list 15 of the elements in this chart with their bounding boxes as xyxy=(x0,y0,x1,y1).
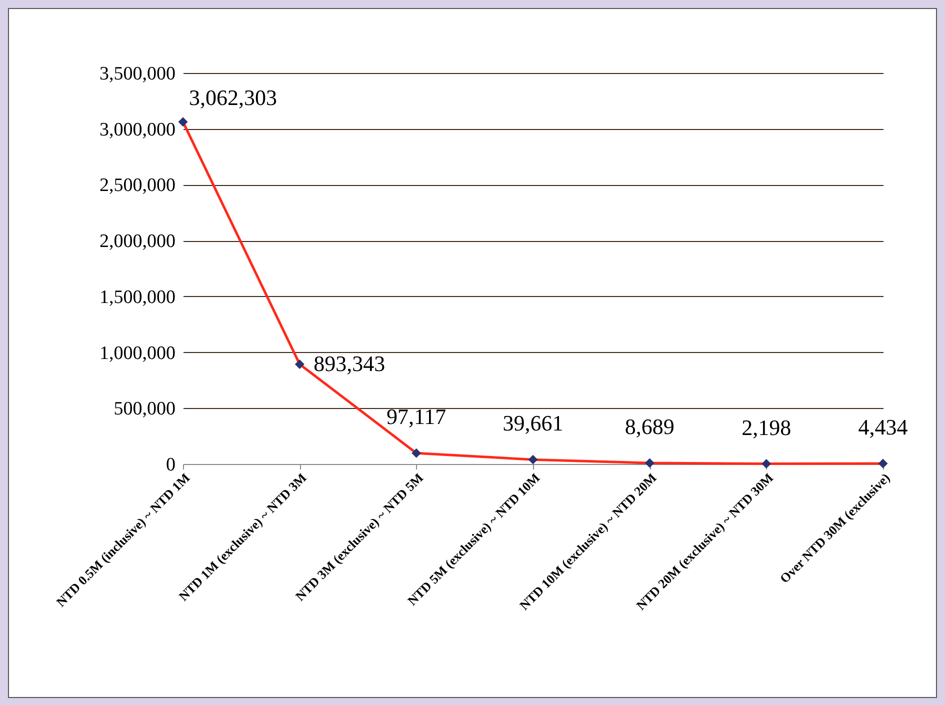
data-label: 97,117 xyxy=(386,404,446,430)
data-label: 2,198 xyxy=(742,414,792,440)
y-tick-label: 3,000,000 xyxy=(100,119,176,140)
data-label: 39,661 xyxy=(502,410,564,436)
y-tick-label: 3,500,000 xyxy=(100,64,176,84)
y-tick-label: 1,000,000 xyxy=(100,342,176,364)
data-label: 8,689 xyxy=(624,414,674,440)
y-tick-label: 500,000 xyxy=(114,398,176,420)
data-label: 893,343 xyxy=(314,351,386,376)
y-tick-label: 1,500,000 xyxy=(100,286,176,308)
y-tick-label: 2,500,000 xyxy=(100,175,176,196)
data-label: 4,434 xyxy=(858,414,908,440)
y-tick-label: 2,000,000 xyxy=(100,231,176,252)
y-tick-label: 0 xyxy=(166,454,176,476)
data-label: 3,062,303 xyxy=(189,84,277,110)
